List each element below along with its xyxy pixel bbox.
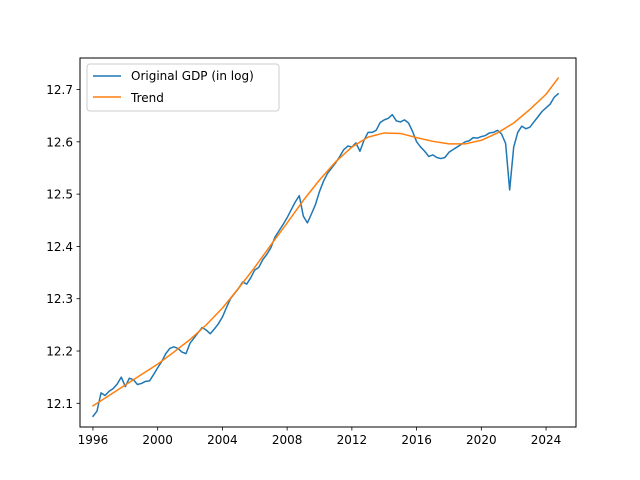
y-tick-label: 12.3 [46, 292, 73, 306]
legend-label-trend: Trend [130, 91, 164, 105]
series-line-trend [92, 77, 559, 407]
x-tick-label: 2000 [142, 433, 173, 447]
legend-label-original-gdp: Original GDP (in log) [131, 69, 254, 83]
legend-box [86, 63, 280, 112]
legend: Original GDP (in log) Trend [86, 63, 280, 112]
series-layer [92, 77, 559, 418]
x-tick-label: 2024 [531, 433, 562, 447]
axis-ticks: 1996 2000 2004 2008 2012 2016 2020 2024 12.1 12.2… [46, 83, 561, 447]
y-tick-label: 12.6 [46, 135, 73, 149]
x-tick-label: 2008 [272, 433, 303, 447]
x-tick-label: 2016 [401, 433, 432, 447]
series-line-original-gdp [92, 92, 559, 418]
plot-frame [79, 57, 577, 428]
y-tick-label: 12.4 [46, 240, 73, 254]
x-tick-label: 2004 [207, 433, 238, 447]
y-tick-label: 12.2 [46, 345, 73, 359]
y-tick-label: 12.7 [46, 83, 73, 97]
x-tick-label: 2012 [337, 433, 368, 447]
x-tick-label: 1996 [78, 433, 109, 447]
y-tick-label: 12.1 [46, 397, 73, 411]
y-tick-label: 12.5 [46, 188, 73, 202]
x-tick-label: 2020 [466, 433, 497, 447]
